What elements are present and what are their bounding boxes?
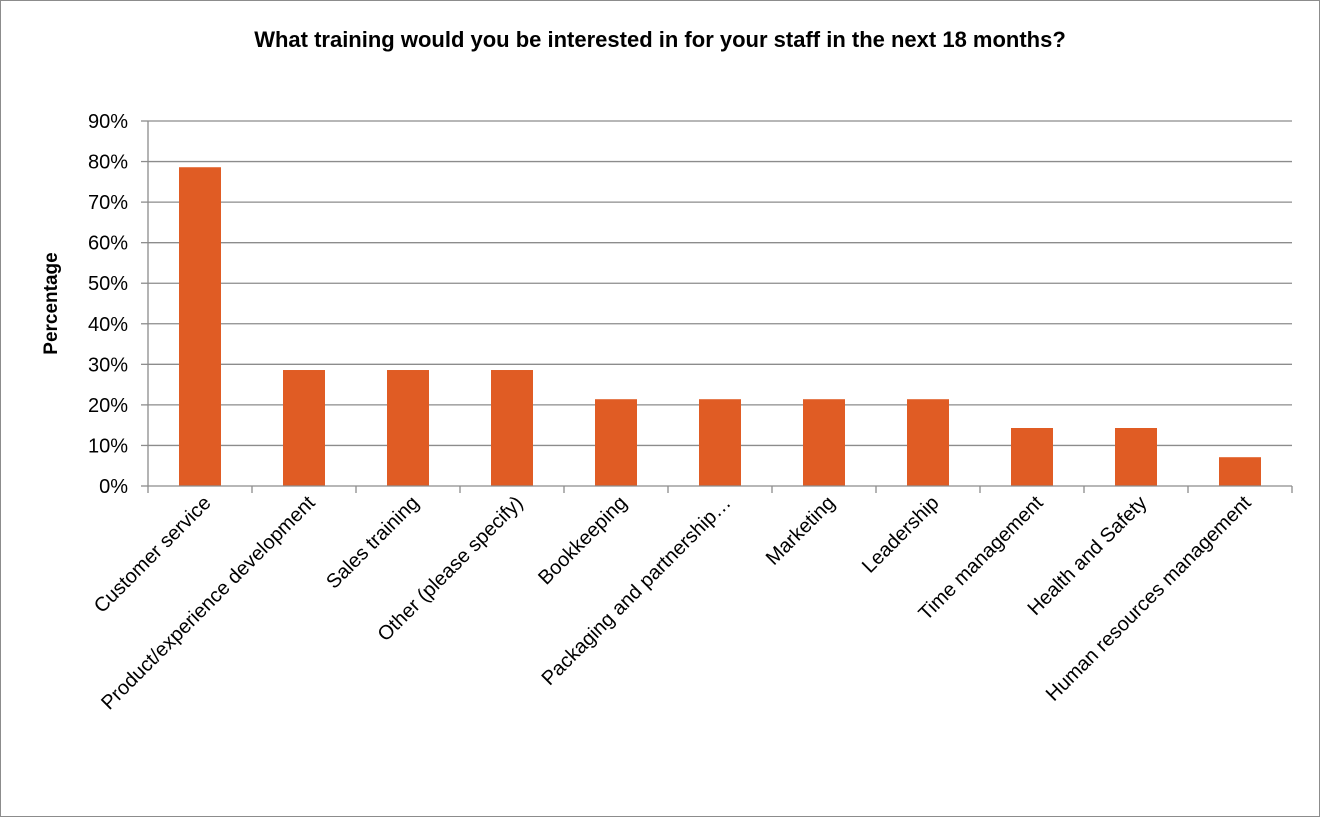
x-category-label: Leadership <box>858 492 944 578</box>
y-tick-label: 70% <box>88 192 128 214</box>
bar <box>595 399 637 486</box>
x-category-label: Product/experience development <box>97 492 320 715</box>
chart-title: What training would you be interested in… <box>0 24 1320 55</box>
bar <box>1219 457 1261 486</box>
bar <box>179 167 221 486</box>
bar <box>387 370 429 486</box>
y-tick-label: 40% <box>88 314 128 336</box>
bar <box>907 399 949 486</box>
x-category-label: Sales training <box>322 492 423 593</box>
bar <box>699 399 741 486</box>
y-tick-label: 80% <box>88 152 128 174</box>
x-category-label: Bookkeeping <box>534 492 631 589</box>
bar <box>1011 428 1053 486</box>
y-tick-label: 0% <box>99 476 128 498</box>
y-tick-label: 90% <box>88 111 128 133</box>
x-category-label: Packaging and partnership… <box>538 492 736 690</box>
axes <box>141 120 1293 493</box>
bar <box>491 370 533 486</box>
chart-title-text: What training would you be interested in… <box>254 27 1066 52</box>
x-category-label: Human resources management <box>1042 492 1256 706</box>
gridlines <box>148 120 1292 447</box>
y-tick-label: 30% <box>88 354 128 376</box>
bar <box>803 399 845 486</box>
bars <box>179 167 1261 486</box>
y-tick-label: 20% <box>88 395 128 417</box>
bar <box>1115 428 1157 486</box>
y-tick-label: 10% <box>88 435 128 457</box>
y-tick-labels: 0% 10% 20% 30% 40% 50% 60% 70% 80% 90% <box>88 111 128 498</box>
bar <box>283 370 325 486</box>
x-category-label: Marketing <box>762 492 840 570</box>
y-tick-label: 50% <box>88 273 128 295</box>
y-tick-label: 60% <box>88 233 128 255</box>
y-axis-title: Percentage <box>41 252 62 354</box>
